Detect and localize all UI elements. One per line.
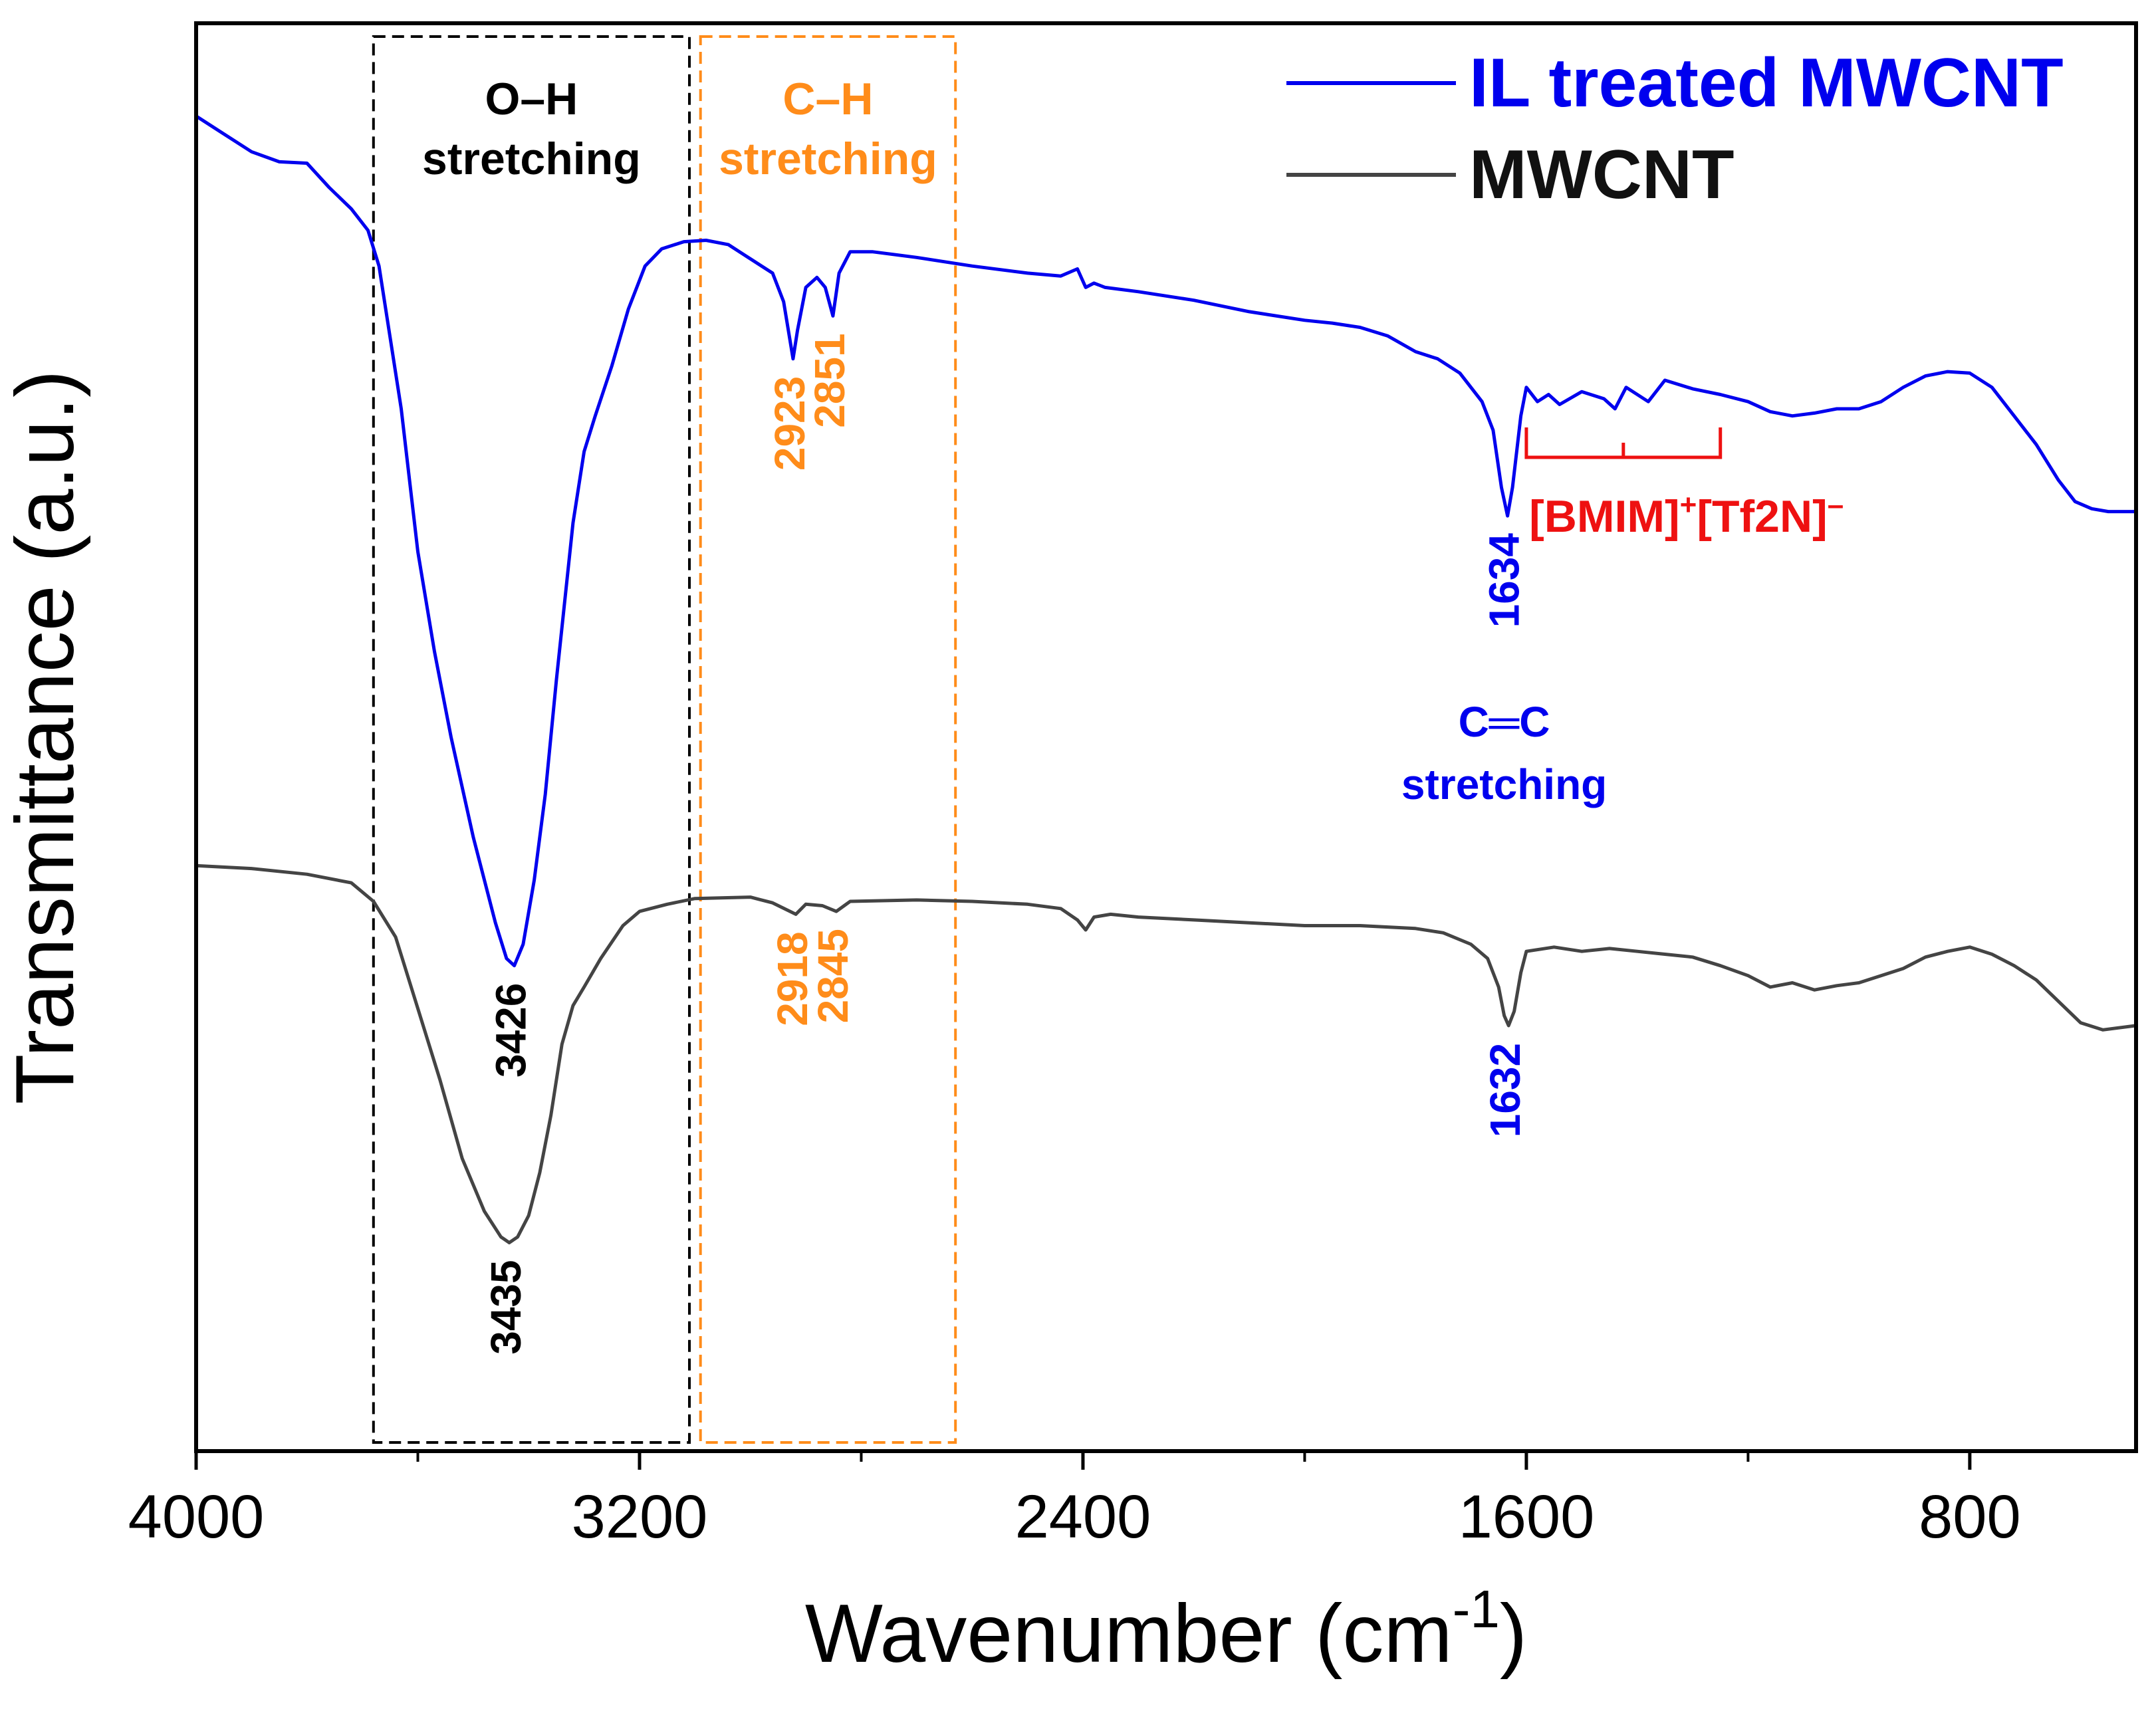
x-axis-title: Wavenumber (cm-1) xyxy=(805,1579,1527,1680)
legend-label-mwcnt: MWCNT xyxy=(1469,136,1735,213)
peak-label-2851: 2851 xyxy=(806,333,854,427)
il-label-sup-plus: + xyxy=(1680,489,1697,521)
il-label-cation: [BMIM] xyxy=(1529,491,1680,542)
x-tick-label: 2400 xyxy=(1015,1483,1151,1551)
ch-box-title-line2: stretching xyxy=(719,134,937,184)
x-axis-title-main: Wavenumber (cm xyxy=(805,1588,1453,1680)
peak-label-3435: 3435 xyxy=(482,1260,530,1354)
legend: IL treated MWCNT MWCNT xyxy=(1286,45,2064,213)
series-line-1 xyxy=(195,863,2137,1244)
peak-label-2918: 2918 xyxy=(769,931,816,1026)
il-bracket xyxy=(1524,427,1723,459)
plot-frame xyxy=(194,21,2138,1453)
x-axis-title-sup: -1 xyxy=(1453,1579,1500,1639)
cc-stretching-line1: C═C xyxy=(1459,698,1550,746)
x-tick-label: 4000 xyxy=(128,1483,265,1551)
legend-label-il-mwcnt: IL treated MWCNT xyxy=(1469,45,2064,122)
il-label-anion: [Tf2N] xyxy=(1697,491,1827,542)
ch-box-title-line1: C–H xyxy=(782,74,873,124)
peak-label-1634: 1634 xyxy=(1480,533,1528,628)
series-group xyxy=(195,114,2137,1244)
peak-label-2923: 2923 xyxy=(766,376,814,471)
x-tick-label: 3200 xyxy=(572,1483,708,1551)
cc-stretching-line2: stretching xyxy=(1401,760,1607,808)
x-tick-label: 1600 xyxy=(1459,1483,1595,1551)
x-ticks: 4000 3200 2400 1600 800 xyxy=(128,1451,2021,1551)
series-line-0 xyxy=(195,114,2136,968)
il-label-sup-minus: – xyxy=(1828,489,1844,521)
ch-stretching-box xyxy=(699,35,957,1444)
peak-label-3426: 3426 xyxy=(487,983,535,1078)
x-tick-label: 800 xyxy=(1919,1483,2021,1551)
y-axis-title: Transmittance (a.u.) xyxy=(0,370,91,1105)
il-bracket-label: [BMIM]+[Tf2N]– xyxy=(1529,489,1844,542)
oh-box-title-line2: stretching xyxy=(422,134,641,184)
x-axis-title-close: ) xyxy=(1500,1588,1527,1680)
peak-label-1632: 1632 xyxy=(1481,1043,1529,1137)
oh-box-title-line1: O–H xyxy=(485,74,578,124)
peak-label-2845: 2845 xyxy=(809,929,857,1023)
oh-stretching-box xyxy=(372,35,691,1444)
